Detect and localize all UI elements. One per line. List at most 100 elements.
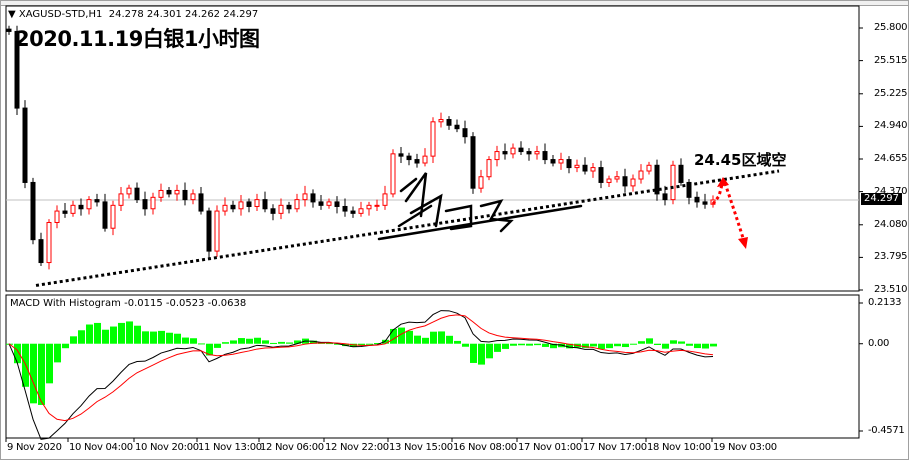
candle-body <box>502 151 508 155</box>
candle-body <box>230 204 236 210</box>
macd-histogram-bar <box>158 330 165 344</box>
macd-histogram-bar <box>102 329 109 344</box>
macd-histogram-bar <box>606 343 613 349</box>
candle-body <box>86 199 92 210</box>
macd-histogram-bar <box>518 343 525 346</box>
macd-histogram-bar <box>38 343 45 405</box>
macd-tick-label: -0.4571 <box>868 425 905 436</box>
macd-histogram-bar <box>190 338 197 344</box>
candle-body <box>398 153 404 157</box>
macd-histogram-bar <box>702 343 709 349</box>
candle-body <box>246 201 252 207</box>
candle-body <box>550 159 556 164</box>
candle-body <box>6 28 12 32</box>
macd-histogram-bar <box>638 341 645 344</box>
candle-body <box>294 199 300 210</box>
time-tick-label: 13 Nov 15:00 <box>389 442 453 453</box>
macd-histogram-bar <box>238 338 245 344</box>
candle-body <box>38 239 44 264</box>
candle-body <box>286 204 292 210</box>
candle-body <box>686 181 692 198</box>
time-tick-label: 10 Nov 20:00 <box>135 442 199 453</box>
macd-histogram-bar <box>278 341 285 344</box>
current-price-tag: 24.297 <box>861 193 902 205</box>
candle-body <box>182 189 188 201</box>
macd-histogram-bar <box>510 343 517 346</box>
candle-body <box>22 107 28 183</box>
macd-histogram-bar <box>174 333 181 344</box>
candle-body <box>174 189 180 195</box>
macd-histogram-bar <box>534 343 541 346</box>
macd-histogram-bar <box>46 343 53 384</box>
macd-histogram-bar <box>630 343 637 345</box>
macd-histogram-bar <box>358 343 365 346</box>
macd-histogram-bar <box>382 339 389 344</box>
candle-body <box>54 210 60 223</box>
candle-body <box>662 193 668 201</box>
macd-histogram-bar <box>454 340 461 344</box>
time-tick-label: 19 Nov 03:00 <box>713 442 777 453</box>
macd-histogram-bar <box>398 327 405 344</box>
macd-histogram-bar <box>430 331 437 344</box>
macd-histogram-bar <box>542 343 549 347</box>
candle-body <box>46 221 52 264</box>
triangle-down-icon[interactable]: ▼ <box>8 9 16 20</box>
candle-body <box>566 159 572 169</box>
candle-body <box>646 164 652 172</box>
macd-histogram-bar <box>54 343 61 363</box>
macd-histogram-bar <box>526 343 533 346</box>
arrow-head-up <box>717 177 729 187</box>
macd-histogram-bar <box>654 343 661 346</box>
time-tick-label: 17 Nov 01:00 <box>518 442 582 453</box>
candle-body <box>70 204 76 214</box>
macd-histogram-bar <box>14 343 21 364</box>
macd-histogram-bar <box>550 343 557 349</box>
price-tick-label: 23.795 <box>874 251 908 263</box>
macd-pane-border <box>5 294 860 439</box>
candle-body <box>454 124 460 130</box>
macd-histogram-bar <box>254 337 261 344</box>
macd-histogram-bar <box>334 343 341 345</box>
candle-body <box>534 151 540 155</box>
macd-histogram-bar <box>126 321 133 344</box>
macd-histogram-bar <box>478 343 485 365</box>
macd-histogram-bar <box>150 331 157 344</box>
candle-body <box>78 204 84 210</box>
candle-body <box>102 201 108 229</box>
arrow-head-down <box>738 237 748 249</box>
time-tick-label: 16 Nov 08:00 <box>453 442 517 453</box>
candle-body <box>518 147 524 153</box>
candle-body <box>526 151 532 155</box>
macd-histogram-bar <box>118 322 125 344</box>
price-tick-label: 25.515 <box>874 54 908 66</box>
macd-histogram-bar <box>694 343 701 349</box>
macd-histogram-bar <box>182 337 189 344</box>
macd-histogram-bar <box>110 326 117 344</box>
macd-histogram-bar <box>486 343 493 359</box>
candle-body <box>462 128 468 138</box>
candle-body <box>430 121 436 157</box>
candle-body <box>318 201 324 206</box>
candle-body <box>702 201 708 205</box>
time-tick-label: 11 Nov 13:00 <box>198 442 262 453</box>
macd-histogram-bar <box>446 335 453 344</box>
macd-histogram-bar <box>222 342 229 344</box>
macd-histogram-bar <box>566 343 573 349</box>
macd-histogram-bar <box>662 343 669 349</box>
candle-body <box>214 210 220 252</box>
macd-histogram-bar <box>262 340 269 344</box>
candle-body <box>358 208 364 214</box>
candle-body <box>422 155 428 164</box>
candle-body <box>446 119 452 126</box>
time-tick-label: 10 Nov 04:00 <box>69 442 133 453</box>
candle-body <box>478 176 484 189</box>
macd-histogram-bar <box>294 340 301 344</box>
price-tick-label: 24.370 <box>874 185 908 197</box>
time-tick-label: 18 Nov 10:00 <box>647 442 711 453</box>
candle-body <box>406 155 412 161</box>
macd-histogram-bar <box>94 322 101 344</box>
macd-histogram-bar <box>678 341 685 344</box>
candle-body <box>606 178 612 183</box>
